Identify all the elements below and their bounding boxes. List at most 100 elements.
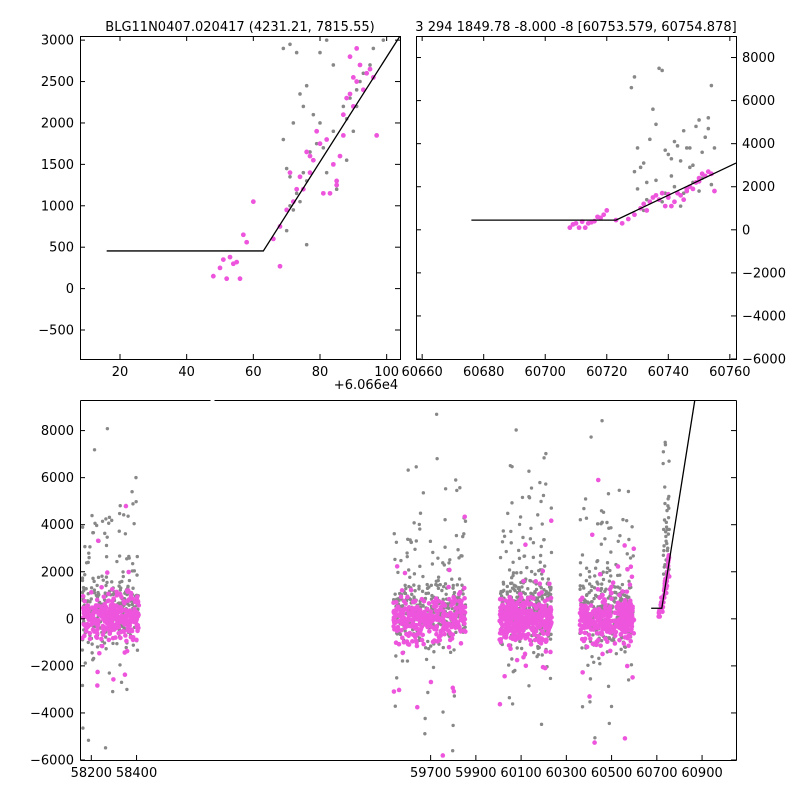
gray-data-point: [519, 646, 524, 651]
magenta-data-point: [446, 584, 451, 590]
gray-data-point: [417, 587, 421, 591]
magenta-data-point: [582, 636, 588, 642]
gray-data-point: [83, 572, 87, 577]
gray-data-point: [321, 146, 326, 150]
gray-data-point: [596, 582, 600, 586]
gray-data-point: [584, 566, 589, 570]
magenta-data-point: [576, 225, 582, 231]
x-tick-label: 58200: [71, 766, 112, 781]
gray-data-point: [104, 635, 108, 639]
magenta-data-point: [317, 141, 323, 147]
y-tick-label: 2500: [41, 75, 74, 90]
gray-data-point: [549, 550, 554, 555]
gray-data-point: [584, 578, 589, 583]
magenta-data-point: [536, 633, 541, 639]
gray-data-point: [617, 488, 621, 493]
magenta-data-point: [549, 615, 554, 620]
magenta-data-point: [542, 665, 548, 671]
gray-data-point: [684, 146, 689, 150]
gray-data-point: [712, 146, 717, 150]
y-tick-label: 4000: [742, 137, 775, 152]
y-tick-label: −2000: [742, 266, 786, 281]
magenta-data-point: [532, 632, 537, 638]
gray-data-point: [440, 588, 444, 593]
top-right-panel: 3 294 1849.78 -8.000 -8 [60753.579, 6075…: [401, 20, 786, 380]
gray-data-point: [424, 657, 429, 662]
magenta-data-point: [628, 564, 634, 569]
magenta-data-point: [104, 570, 110, 575]
gray-data-point: [632, 169, 637, 174]
gray-data-point: [544, 589, 548, 594]
gray-data-point: [331, 129, 336, 134]
magenta-data-point: [398, 607, 404, 613]
top-left-points: [210, 38, 386, 282]
magenta-data-point: [590, 641, 596, 646]
magenta-data-point: [430, 639, 436, 645]
magenta-data-point: [101, 594, 107, 600]
magenta-data-point: [620, 589, 625, 594]
magenta-data-point: [523, 542, 528, 548]
magenta-data-point: [598, 643, 603, 648]
magenta-data-point: [401, 639, 407, 645]
gray-data-point: [662, 544, 666, 548]
gray-data-point: [103, 746, 108, 750]
magenta-data-point: [118, 604, 124, 610]
magenta-data-point: [532, 612, 538, 618]
gray-data-point: [546, 577, 551, 581]
magenta-data-point: [87, 636, 93, 642]
gray-data-point: [601, 570, 605, 574]
y-tick-label: 500: [49, 241, 74, 256]
magenta-data-point: [100, 623, 106, 629]
magenta-data-point: [125, 588, 131, 593]
magenta-data-point: [250, 199, 256, 205]
magenta-data-point: [403, 601, 408, 606]
magenta-data-point: [404, 631, 409, 637]
magenta-data-point: [620, 625, 625, 631]
magenta-data-point: [126, 569, 131, 575]
magenta-data-point: [540, 613, 546, 619]
gray-data-point: [414, 539, 419, 543]
magenta-data-point: [609, 596, 614, 602]
magenta-data-point: [124, 614, 129, 620]
gray-data-point: [412, 595, 416, 599]
magenta-data-point: [527, 601, 533, 607]
magenta-data-point: [429, 624, 435, 630]
magenta-data-point: [653, 192, 659, 198]
magenta-data-point: [324, 137, 330, 142]
magenta-data-point: [598, 215, 604, 221]
magenta-data-point: [425, 615, 431, 621]
gray-data-point: [441, 645, 445, 650]
magenta-data-point: [416, 631, 422, 636]
gray-data-point: [578, 587, 582, 591]
magenta-data-point: [393, 620, 398, 626]
gray-data-point: [436, 556, 440, 560]
magenta-data-point: [533, 579, 539, 584]
gray-data-point: [436, 575, 441, 579]
magenta-data-point: [462, 514, 468, 520]
magenta-data-point: [659, 190, 665, 196]
magenta-data-point: [584, 624, 590, 630]
magenta-data-point: [81, 610, 87, 616]
magenta-data-point: [578, 627, 584, 632]
gray-data-point: [426, 639, 430, 644]
gray-data-point: [542, 564, 547, 568]
y-tick-label: −4000: [742, 309, 786, 324]
magenta-data-point: [604, 619, 610, 625]
magenta-data-point: [434, 624, 439, 629]
gray-data-point: [408, 597, 413, 602]
gray-data-point: [597, 656, 601, 661]
gray-data-point: [447, 561, 451, 565]
gray-data-point: [423, 646, 428, 650]
gray-data-point: [590, 584, 594, 589]
gray-data-point: [588, 677, 593, 681]
gray-data-point: [451, 723, 455, 728]
magenta-data-point: [598, 614, 603, 620]
gray-data-point: [341, 104, 346, 109]
magenta-data-point: [406, 610, 411, 616]
gray-data-point: [606, 492, 611, 496]
magenta-data-point: [99, 643, 105, 649]
magenta-data-point: [455, 623, 460, 628]
gray-data-point: [539, 544, 543, 549]
gray-data-point: [304, 83, 309, 88]
magenta-data-point: [117, 609, 122, 615]
